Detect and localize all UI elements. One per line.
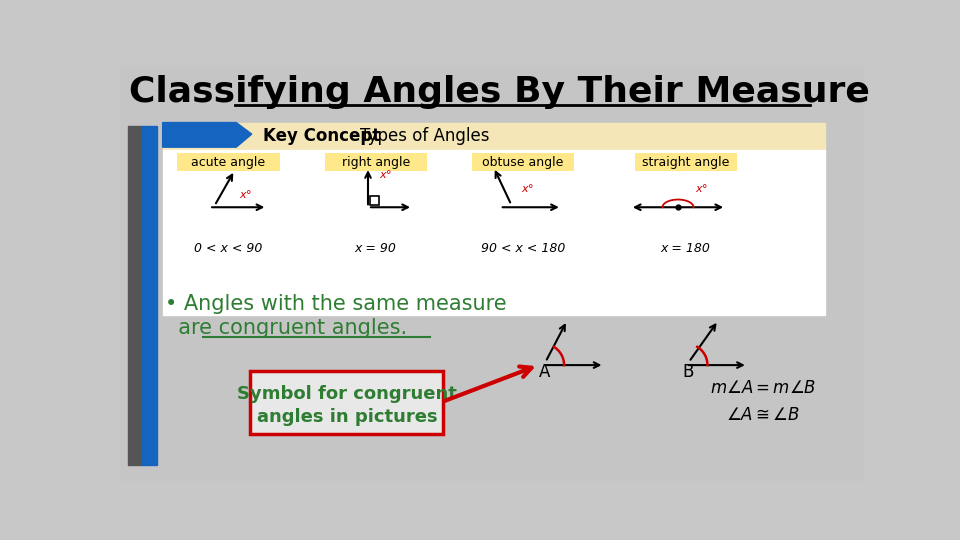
Text: A: A: [539, 363, 550, 381]
Text: x = 90: x = 90: [355, 241, 396, 254]
Text: 90 < x < 180: 90 < x < 180: [481, 241, 565, 254]
Bar: [371, 197, 379, 205]
Text: • Angles with the same measure: • Angles with the same measure: [165, 294, 507, 314]
Text: Types of Angles: Types of Angles: [360, 127, 490, 145]
Text: $m\angle A = m\angle B$: $m\angle A = m\angle B$: [710, 379, 816, 397]
Text: Key Concept: Key Concept: [263, 127, 380, 145]
Text: obtuse angle: obtuse angle: [482, 156, 564, 169]
Text: are congruent angles.: are congruent angles.: [165, 318, 407, 338]
Bar: [162, 123, 826, 150]
Bar: [162, 150, 826, 315]
FancyBboxPatch shape: [635, 153, 737, 171]
Text: angles in pictures: angles in pictures: [256, 408, 438, 426]
Text: acute angle: acute angle: [191, 156, 266, 169]
Text: $x°$: $x°$: [695, 182, 708, 194]
Bar: [142, 126, 157, 465]
Text: $\angle A \cong \angle B$: $\angle A \cong \angle B$: [727, 406, 801, 424]
Text: B: B: [682, 363, 693, 381]
Text: Classifying Angles By Their Measure: Classifying Angles By Their Measure: [130, 75, 870, 109]
FancyBboxPatch shape: [178, 153, 279, 171]
Text: Symbol for congruent: Symbol for congruent: [237, 384, 457, 403]
Text: $x°$: $x°$: [239, 188, 252, 200]
FancyBboxPatch shape: [472, 153, 574, 171]
Text: 0 < x < 90: 0 < x < 90: [194, 241, 263, 254]
Text: x = 180: x = 180: [660, 241, 710, 254]
Text: right angle: right angle: [342, 156, 410, 169]
Text: $x°$: $x°$: [521, 182, 535, 194]
FancyBboxPatch shape: [251, 372, 444, 434]
Text: $x°$: $x°$: [379, 168, 393, 180]
Bar: [128, 126, 142, 465]
Polygon shape: [162, 123, 252, 147]
FancyBboxPatch shape: [324, 153, 427, 171]
Text: straight angle: straight angle: [642, 156, 730, 169]
